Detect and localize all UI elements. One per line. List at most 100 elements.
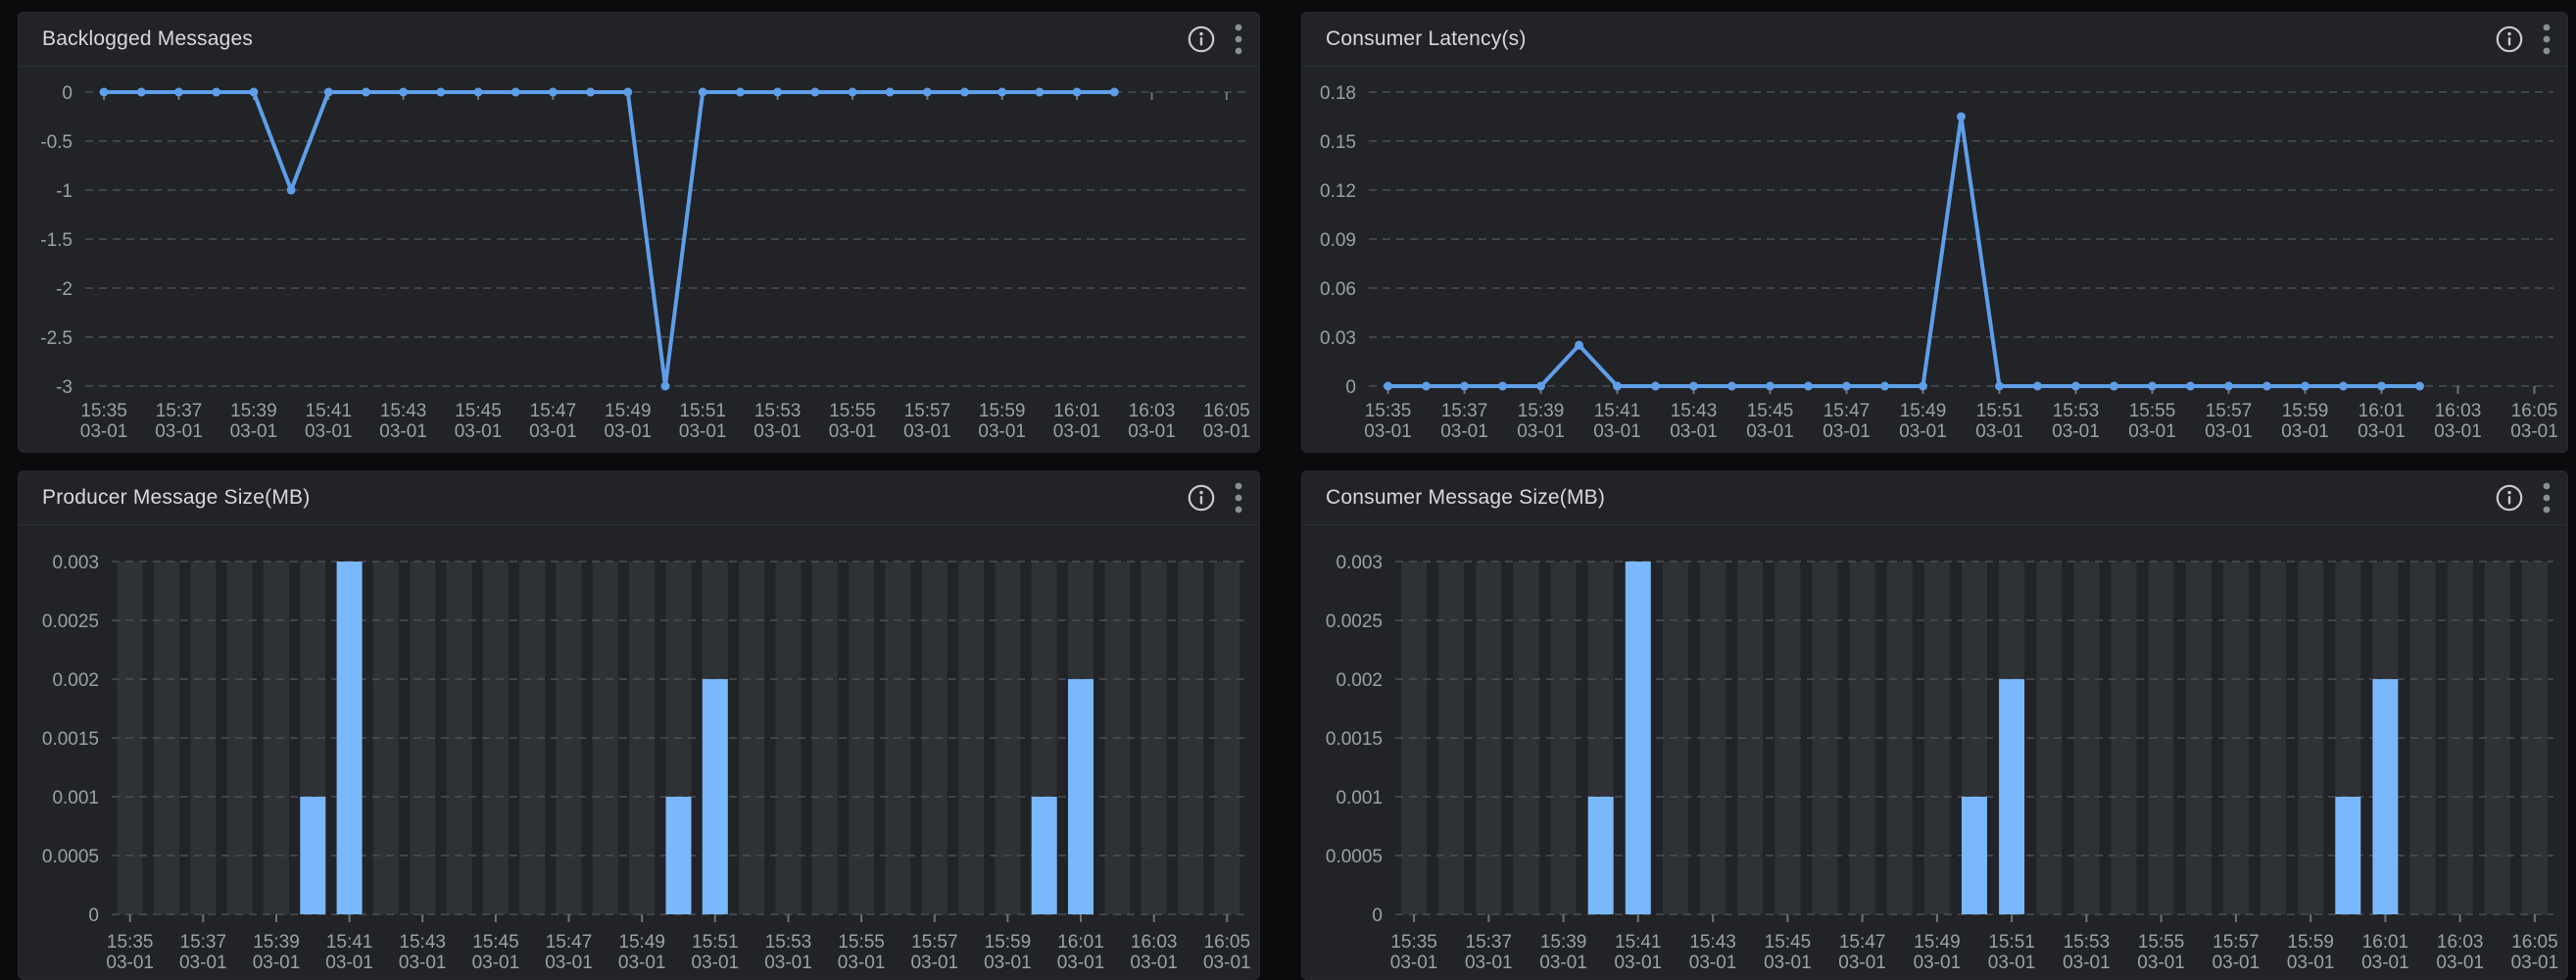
svg-text:-2.5: -2.5 xyxy=(40,328,73,349)
svg-text:03-01: 03-01 xyxy=(155,421,203,442)
svg-text:0.0005: 0.0005 xyxy=(1326,847,1383,867)
svg-text:03-01: 03-01 xyxy=(829,421,877,442)
svg-text:16:03: 16:03 xyxy=(2435,401,2482,421)
svg-text:03-01: 03-01 xyxy=(838,953,886,973)
svg-text:15:51: 15:51 xyxy=(1976,401,2023,421)
svg-text:15:55: 15:55 xyxy=(829,401,876,421)
svg-text:03-01: 03-01 xyxy=(2434,421,2482,442)
svg-text:0.0025: 0.0025 xyxy=(42,612,99,632)
svg-text:15:53: 15:53 xyxy=(2053,401,2100,421)
svg-text:03-01: 03-01 xyxy=(325,953,373,973)
panel-title: Producer Message Size(MB) xyxy=(42,486,311,509)
svg-text:16:05: 16:05 xyxy=(2511,401,2558,421)
svg-text:15:51: 15:51 xyxy=(679,401,726,421)
svg-text:0: 0 xyxy=(1345,377,1356,398)
svg-text:03-01: 03-01 xyxy=(903,421,951,442)
svg-text:15:35: 15:35 xyxy=(1390,932,1437,953)
svg-text:0.12: 0.12 xyxy=(1320,181,1356,202)
kebab-menu-icon[interactable] xyxy=(2542,481,2552,514)
chart-backlogged-messages[interactable]: 0 -0.5 -1 -1.5 -2 -2.5 -3 15:35 03-01 15:37 03-01 1… xyxy=(19,67,1259,452)
chart-producer-message-size[interactable]: 0.003 0.0025 0.002 0.0015 0.001 0.0005 0 15:35 0… xyxy=(19,525,1259,979)
svg-text:03-01: 03-01 xyxy=(1593,421,1641,442)
kebab-menu-icon[interactable] xyxy=(2542,23,2552,56)
kebab-menu-icon[interactable] xyxy=(1234,481,1243,514)
svg-text:03-01: 03-01 xyxy=(455,421,503,442)
svg-text:15:53: 15:53 xyxy=(765,932,812,953)
panel-actions xyxy=(2495,23,2552,56)
svg-text:16:05: 16:05 xyxy=(2511,932,2558,953)
svg-text:03-01: 03-01 xyxy=(984,953,1032,973)
svg-text:03-01: 03-01 xyxy=(1465,953,1513,973)
svg-text:15:43: 15:43 xyxy=(1689,932,1736,953)
svg-text:16:01: 16:01 xyxy=(1057,932,1104,953)
svg-text:0.18: 0.18 xyxy=(1320,83,1356,104)
svg-text:15:35: 15:35 xyxy=(1365,401,1412,421)
svg-text:0: 0 xyxy=(88,906,99,926)
svg-text:03-01: 03-01 xyxy=(2281,421,2329,442)
svg-text:15:49: 15:49 xyxy=(1900,401,1947,421)
svg-text:15:57: 15:57 xyxy=(911,932,958,953)
svg-text:15:57: 15:57 xyxy=(2212,932,2260,953)
svg-text:0.06: 0.06 xyxy=(1320,279,1356,300)
svg-text:03-01: 03-01 xyxy=(379,421,427,442)
panel-header: Consumer Latency(s) xyxy=(1302,13,2567,67)
svg-text:03-01: 03-01 xyxy=(2128,421,2176,442)
svg-text:15:49: 15:49 xyxy=(605,401,652,421)
panel-actions xyxy=(1187,481,1243,514)
svg-text:-3: -3 xyxy=(56,377,73,398)
svg-text:15:47: 15:47 xyxy=(1839,932,1886,953)
panel-producer-message-size: Producer Message Size(MB) 0.003 0.0025 0.0… xyxy=(18,470,1260,980)
svg-text:03-01: 03-01 xyxy=(1539,953,1587,973)
info-icon[interactable] xyxy=(2495,24,2524,54)
svg-text:03-01: 03-01 xyxy=(2357,421,2406,442)
svg-text:03-01: 03-01 xyxy=(1764,953,1812,973)
info-icon[interactable] xyxy=(1187,483,1216,513)
chart-consumer-message-size[interactable]: 0.003 0.0025 0.002 0.0015 0.001 0.0005 0 15:35 0… xyxy=(1302,525,2567,979)
svg-text:0.003: 0.003 xyxy=(1336,553,1383,573)
info-icon[interactable] xyxy=(2495,483,2524,513)
svg-text:03-01: 03-01 xyxy=(1128,421,1176,442)
svg-text:15:59: 15:59 xyxy=(2282,401,2329,421)
svg-text:03-01: 03-01 xyxy=(1988,953,2036,973)
svg-text:03-01: 03-01 xyxy=(2205,421,2253,442)
svg-text:15:41: 15:41 xyxy=(326,932,373,953)
svg-text:15:51: 15:51 xyxy=(1988,932,2035,953)
svg-text:15:47: 15:47 xyxy=(546,932,593,953)
svg-text:03-01: 03-01 xyxy=(1670,421,1718,442)
svg-text:15:43: 15:43 xyxy=(380,401,427,421)
svg-text:15:41: 15:41 xyxy=(306,401,353,421)
svg-text:03-01: 03-01 xyxy=(2511,953,2559,973)
svg-text:15:45: 15:45 xyxy=(472,932,519,953)
panel-consumer-message-size: Consumer Message Size(MB) 0.003 0.0025 0.0… xyxy=(1301,470,2568,980)
svg-text:03-01: 03-01 xyxy=(2137,953,2185,973)
svg-text:15:53: 15:53 xyxy=(754,401,802,421)
svg-text:15:37: 15:37 xyxy=(180,932,227,953)
svg-text:03-01: 03-01 xyxy=(1689,953,1737,973)
svg-text:0: 0 xyxy=(1372,906,1383,926)
svg-text:16:03: 16:03 xyxy=(1131,932,1178,953)
panel-consumer-latency: Consumer Latency(s) 0.18 0.15 0.12 0.09 0.06… xyxy=(1301,12,2568,453)
svg-text:03-01: 03-01 xyxy=(80,421,128,442)
svg-text:0.15: 0.15 xyxy=(1320,132,1356,153)
info-icon[interactable] xyxy=(1187,24,1216,54)
svg-text:03-01: 03-01 xyxy=(1130,953,1178,973)
kebab-menu-icon[interactable] xyxy=(1234,23,1243,56)
svg-text:0.001: 0.001 xyxy=(1336,788,1383,808)
svg-text:15:55: 15:55 xyxy=(2138,932,2185,953)
svg-text:03-01: 03-01 xyxy=(679,421,727,442)
svg-text:15:37: 15:37 xyxy=(1441,401,1488,421)
svg-text:-2: -2 xyxy=(56,279,73,300)
svg-text:16:05: 16:05 xyxy=(1203,401,1250,421)
svg-text:03-01: 03-01 xyxy=(1053,421,1101,442)
svg-text:16:01: 16:01 xyxy=(2362,932,2409,953)
svg-text:16:03: 16:03 xyxy=(2437,932,2484,953)
chart-consumer-latency[interactable]: 0.18 0.15 0.12 0.09 0.06 0.03 0 15:35 03-01 15:37… xyxy=(1302,67,2567,452)
svg-text:15:57: 15:57 xyxy=(2206,401,2253,421)
svg-text:-0.5: -0.5 xyxy=(40,132,73,153)
svg-text:0.0015: 0.0015 xyxy=(42,729,99,750)
svg-text:15:45: 15:45 xyxy=(1747,401,1794,421)
svg-text:0.03: 0.03 xyxy=(1320,328,1356,349)
svg-text:03-01: 03-01 xyxy=(1746,421,1794,442)
svg-text:15:53: 15:53 xyxy=(2064,932,2111,953)
